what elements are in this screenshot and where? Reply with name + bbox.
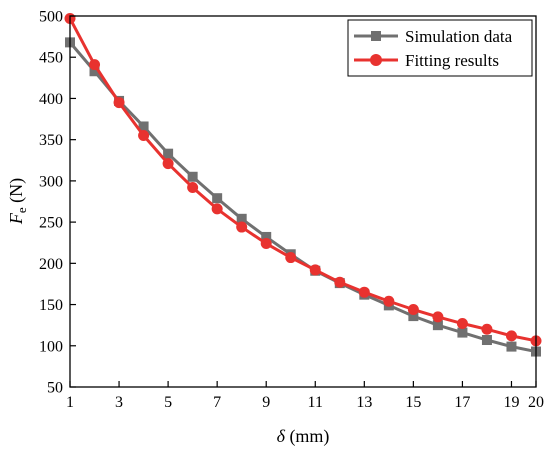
y-tick-label: 450	[39, 50, 63, 67]
y-tick-label: 50	[47, 380, 63, 397]
legend-item-simulation: Simulation data	[354, 27, 513, 46]
x-tick-label: 13	[356, 394, 372, 411]
x-tick-label: 7	[213, 394, 221, 411]
x-axis-symbol: δ	[277, 426, 286, 446]
data-point	[456, 318, 468, 330]
series-fitting	[64, 12, 542, 347]
x-tick-label: 20	[528, 394, 544, 411]
y-tick-label: 400	[39, 91, 63, 108]
x-tick-label: 1	[66, 394, 74, 411]
data-point	[236, 213, 247, 224]
y-axis-subscript: e	[14, 207, 29, 213]
x-tick-label: 15	[405, 394, 421, 411]
x-axis-unit: (mm)	[285, 426, 330, 447]
y-tick-label: 500	[39, 9, 63, 26]
x-tick-label: 19	[503, 394, 519, 411]
data-point	[138, 130, 150, 142]
data-point	[383, 295, 395, 307]
series-simulation	[65, 37, 541, 357]
data-point	[334, 276, 346, 288]
data-point	[285, 252, 297, 264]
data-point	[481, 335, 492, 346]
legend-label-fitting: Fitting results	[405, 51, 499, 70]
data-point	[432, 320, 443, 331]
data-point	[358, 286, 370, 298]
data-point	[481, 323, 493, 335]
y-tick-label: 250	[39, 215, 63, 232]
data-point	[211, 203, 223, 215]
series-layer	[64, 12, 542, 357]
data-point	[408, 311, 419, 322]
legend-box	[347, 19, 533, 77]
data-point	[261, 231, 272, 242]
y-tick-label: 350	[39, 132, 63, 149]
data-point	[309, 264, 321, 276]
data-point	[113, 97, 125, 109]
legend-marker-fitting	[370, 54, 382, 66]
legend-label-simulation: Simulation data	[405, 27, 513, 46]
y-tick-label: 100	[39, 338, 63, 355]
data-point	[212, 193, 223, 204]
y-axis-title: Fe (N)	[6, 178, 29, 225]
y-axis-symbol: F	[6, 212, 26, 225]
x-tick-label: 3	[115, 394, 123, 411]
legend-item-fitting: Fitting results	[354, 51, 499, 70]
data-point	[457, 327, 468, 338]
plot-frame	[69, 15, 537, 388]
x-tick-label: 9	[262, 394, 270, 411]
y-tick-label: 200	[39, 256, 63, 273]
legend: Simulation data Fitting results	[347, 19, 533, 77]
data-point	[89, 59, 101, 71]
data-point	[432, 311, 444, 323]
y-tick-label: 150	[39, 297, 63, 314]
data-point	[162, 158, 174, 170]
series-line-simulation	[68, 41, 537, 354]
y-tick-label: 300	[39, 173, 63, 190]
y-axis-unit: (N)	[6, 178, 27, 208]
x-tick-label: 5	[164, 394, 172, 411]
x-axis: 1 3 5 7 9 11 13 15 17 19 20	[66, 381, 544, 411]
data-point	[506, 341, 517, 352]
data-point	[505, 330, 517, 342]
data-point	[163, 148, 174, 159]
data-point	[236, 221, 248, 233]
data-point	[260, 238, 272, 250]
x-tick-label: 17	[454, 394, 470, 411]
x-tick-label: 11	[308, 394, 323, 411]
legend-marker-simulation	[371, 31, 381, 41]
x-axis-title: δ (mm)	[277, 426, 330, 447]
data-point	[187, 181, 199, 193]
y-axis: 50 100 150 200 250 300 350 400 450 500	[39, 9, 76, 397]
data-point	[407, 304, 419, 316]
data-point	[138, 121, 149, 132]
data-point	[89, 66, 100, 77]
data-point	[187, 171, 198, 182]
